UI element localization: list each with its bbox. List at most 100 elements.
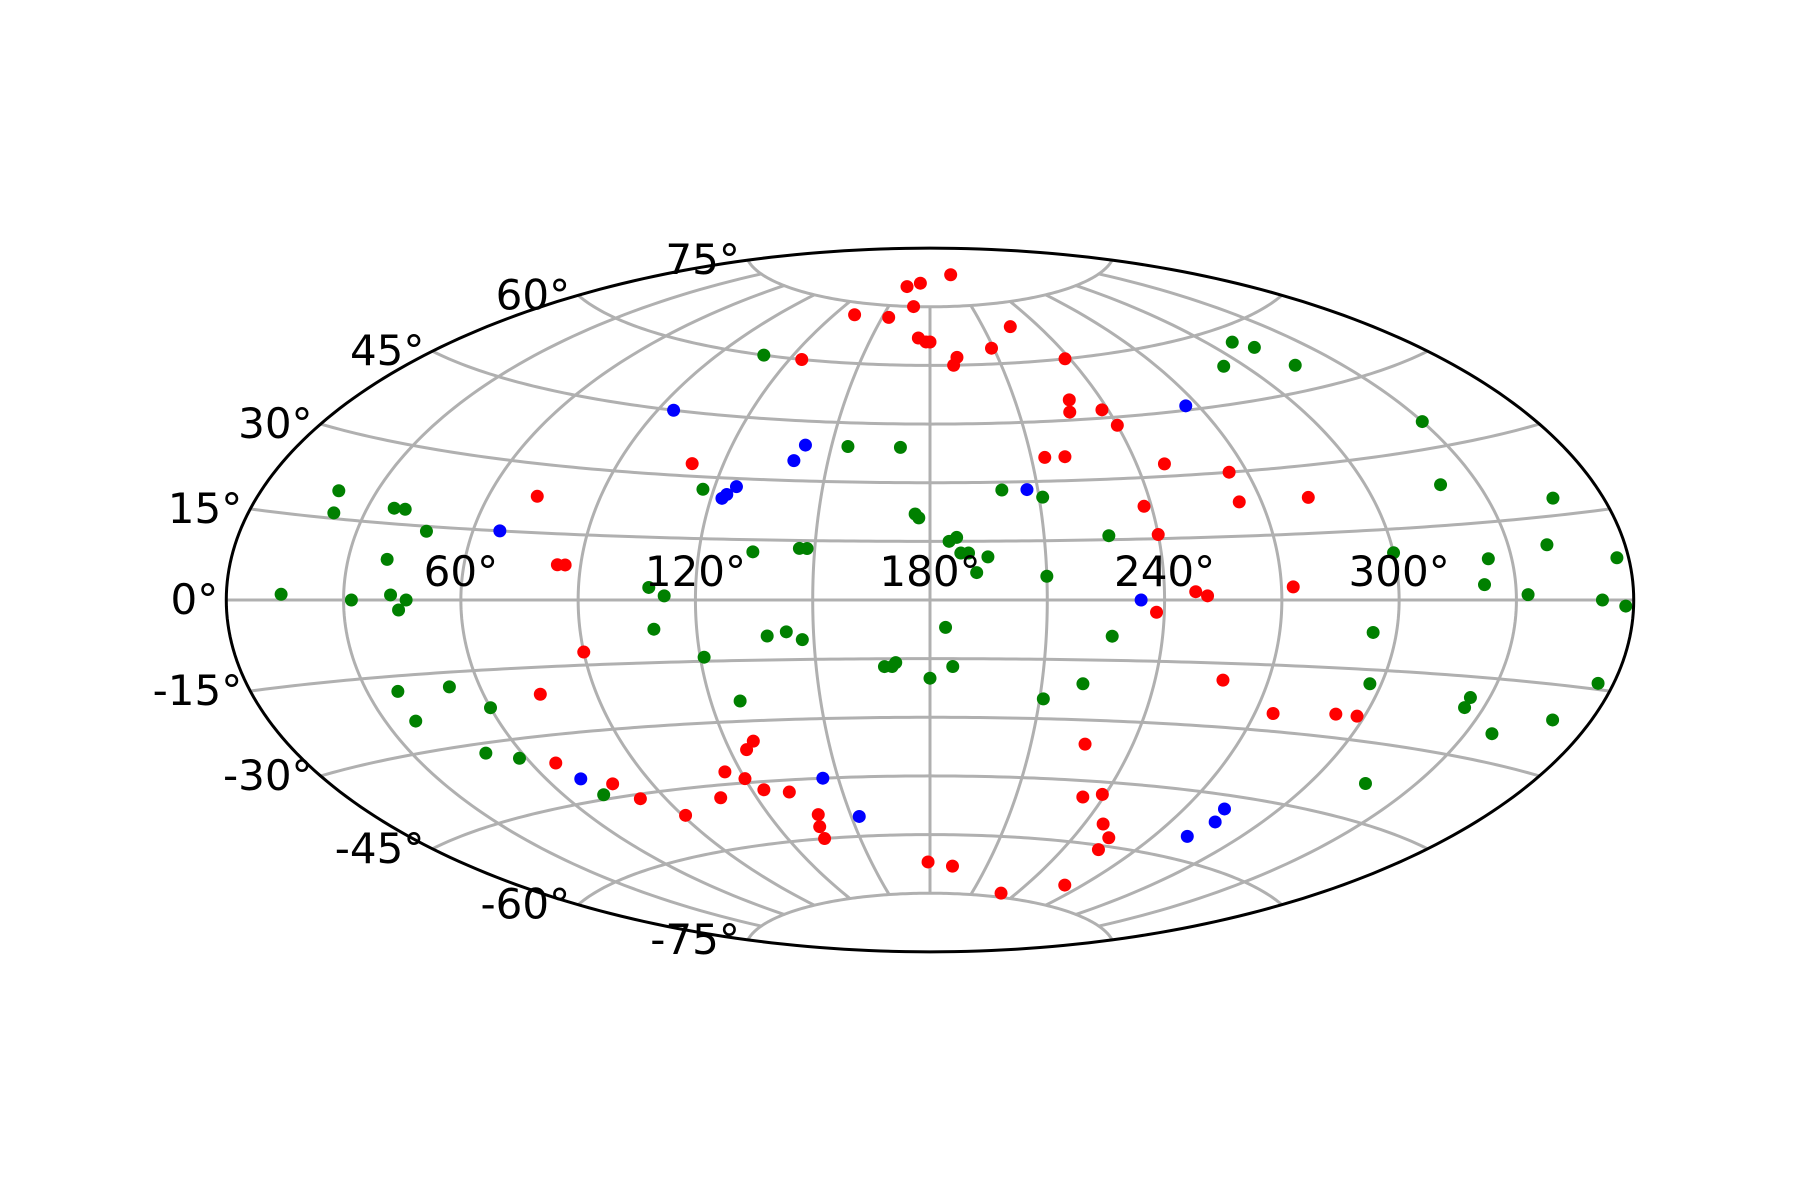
data-point (1350, 709, 1364, 723)
data-point (1110, 418, 1124, 432)
data-point (882, 310, 896, 324)
data-point (697, 650, 711, 664)
data-point (757, 348, 771, 362)
lon-tick-label: 180° (879, 547, 980, 596)
data-point (384, 588, 398, 602)
data-point (994, 886, 1008, 900)
data-point (947, 358, 961, 372)
data-point (923, 335, 937, 349)
data-point (1595, 593, 1609, 607)
lat-tick-label: -15° (153, 666, 243, 715)
lat-tick-label: 45° (350, 326, 424, 375)
data-point (1180, 829, 1194, 843)
data-point (1095, 403, 1109, 417)
data-point (1058, 450, 1072, 464)
data-point (1150, 605, 1164, 619)
data-point (1137, 499, 1151, 513)
map-boundary (224, 246, 1636, 954)
data-point (1095, 787, 1109, 801)
data-point (1217, 359, 1231, 373)
data-point (970, 566, 984, 580)
lat-tick-label: -60° (481, 880, 571, 929)
data-point (921, 855, 935, 869)
data-point (813, 820, 827, 834)
data-point (1076, 790, 1090, 804)
data-point (1288, 358, 1302, 372)
data-point (530, 489, 544, 503)
data-point (1062, 393, 1076, 407)
meridian-240 (1009, 300, 1167, 900)
data-point (715, 491, 729, 505)
data-point (1040, 569, 1054, 583)
data-point (1208, 815, 1222, 829)
data-point (811, 808, 825, 822)
data-point (1102, 529, 1116, 543)
data-point (391, 684, 405, 698)
data-point (679, 808, 693, 822)
data-point (533, 687, 547, 701)
data-point (1091, 843, 1105, 857)
data-points (274, 268, 1633, 900)
data-point (1225, 335, 1239, 349)
longitude-tick-labels: 60° 120° 180° 240° 300° (424, 547, 1450, 596)
data-point (1610, 551, 1624, 565)
data-point (852, 809, 866, 823)
data-point (493, 524, 507, 538)
data-point (1286, 580, 1300, 594)
data-point (399, 593, 413, 607)
data-point (900, 280, 914, 294)
data-point (1058, 352, 1072, 366)
data-point (597, 788, 611, 802)
data-point (1329, 707, 1343, 721)
data-point (332, 484, 346, 498)
meridian-60 (459, 284, 785, 916)
data-point (606, 777, 620, 791)
data-point (1232, 495, 1246, 509)
data-point (816, 771, 830, 785)
data-point (923, 671, 937, 685)
data-point (657, 589, 671, 603)
data-point (1036, 490, 1050, 504)
data-point (1216, 673, 1230, 687)
data-point (550, 558, 564, 572)
data-point (907, 300, 921, 314)
data-point (714, 791, 728, 805)
lon-tick-label: 60° (424, 547, 498, 596)
data-point (387, 501, 401, 515)
data-point (392, 603, 406, 617)
data-point (1058, 878, 1072, 892)
data-point (760, 629, 774, 643)
data-point (274, 587, 288, 601)
data-point (1179, 399, 1193, 413)
graticule-grid (226, 259, 1634, 941)
lon-tick-label: 300° (1349, 547, 1450, 596)
data-point (1063, 405, 1077, 419)
data-point (818, 832, 832, 846)
data-point (1222, 465, 1236, 479)
lat-tick-label: 30° (238, 399, 312, 448)
data-point (985, 341, 998, 355)
lat-tick-label: 60° (496, 270, 570, 319)
data-point (946, 659, 960, 673)
data-point (877, 660, 891, 674)
data-point (1387, 546, 1401, 560)
data-point (442, 680, 456, 694)
lat-tick-label: 0° (171, 575, 219, 624)
data-point (380, 552, 394, 566)
data-point (574, 772, 588, 786)
meridian-330 (1098, 272, 1518, 928)
data-point (1415, 415, 1429, 429)
data-point (633, 792, 647, 806)
data-point (841, 439, 855, 453)
data-point (1546, 713, 1560, 727)
data-point (950, 530, 964, 544)
data-point (795, 633, 809, 647)
data-point (962, 546, 976, 560)
data-point (782, 785, 796, 799)
data-point (1189, 585, 1203, 599)
data-point (848, 308, 862, 322)
data-point (1078, 737, 1092, 751)
data-point (1591, 676, 1605, 690)
data-point (729, 480, 743, 494)
meridian-210 (969, 304, 1049, 896)
